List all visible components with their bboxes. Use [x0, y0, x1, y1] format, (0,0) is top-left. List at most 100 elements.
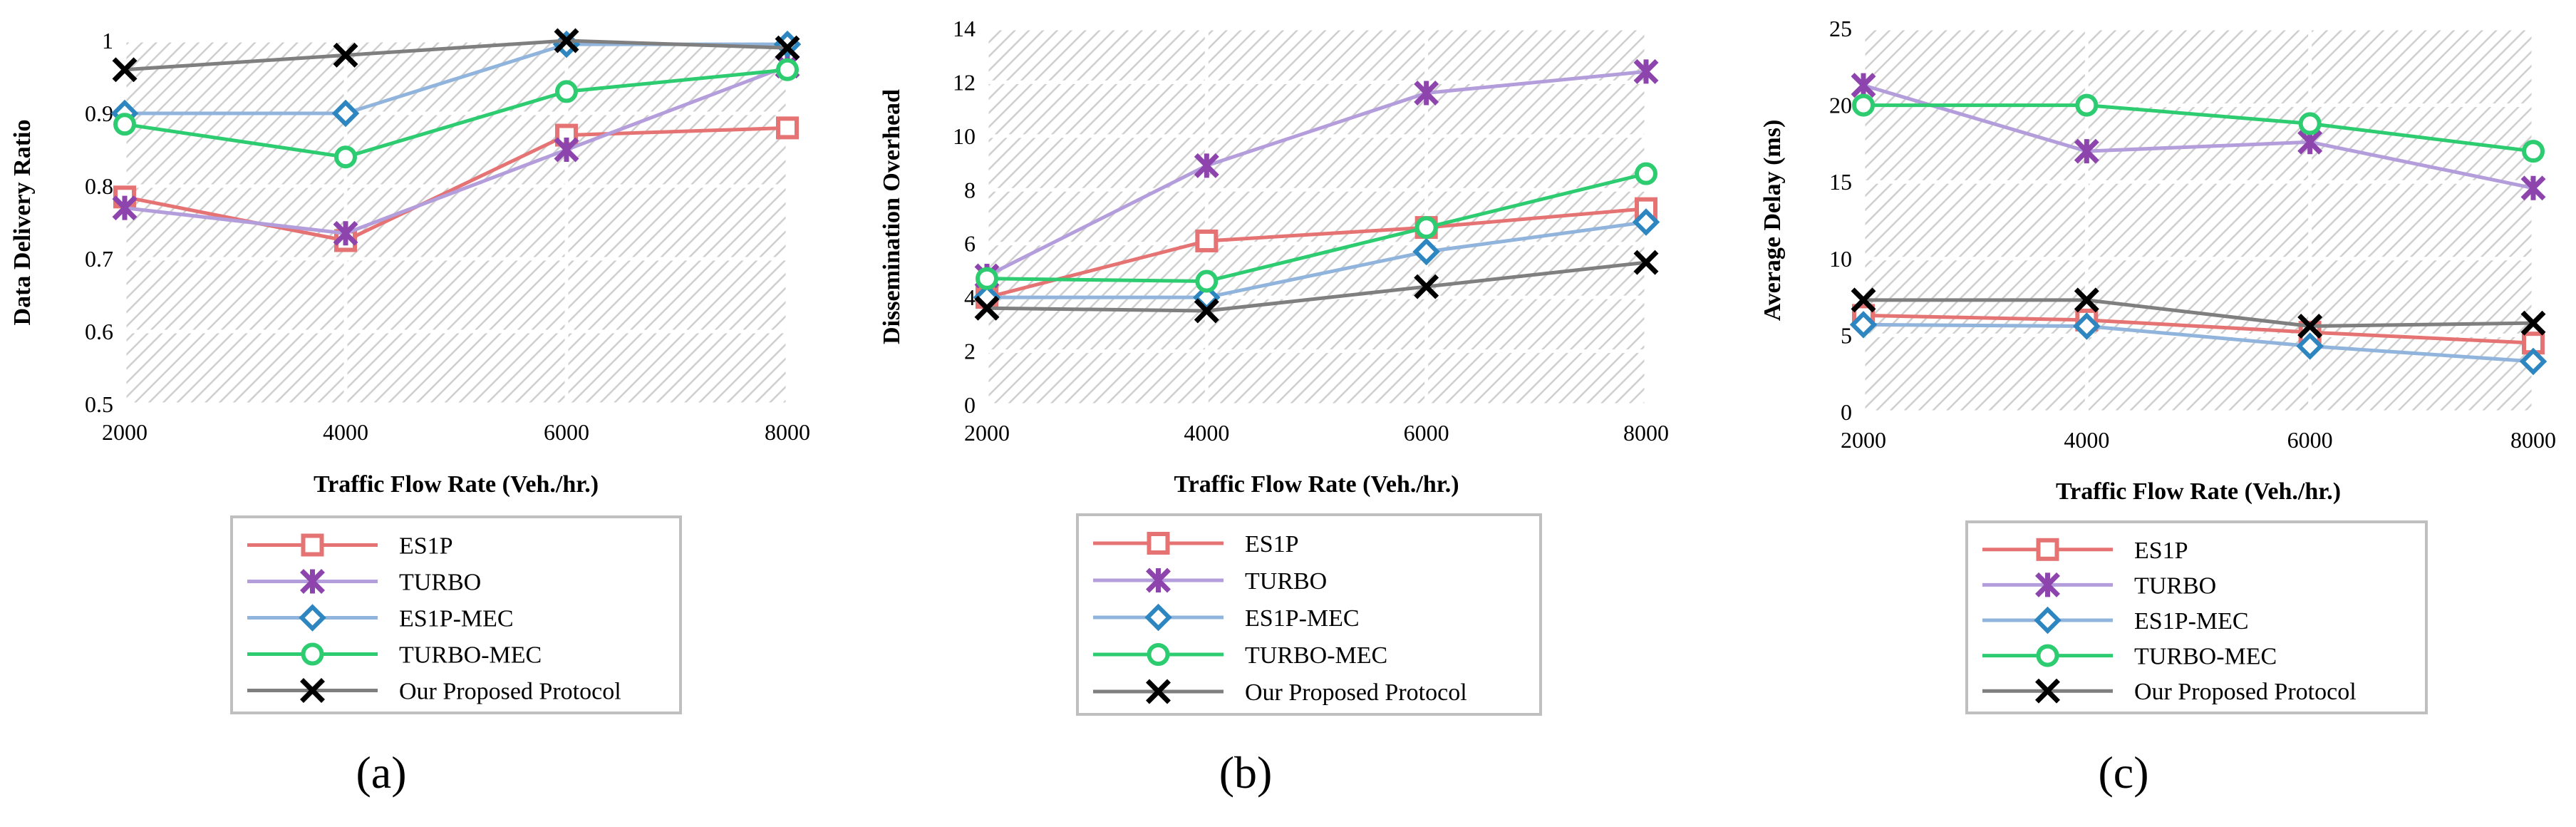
data-point — [776, 116, 799, 140]
legend-label: ES1P-MEC — [399, 606, 514, 632]
y-tick-label: 0 — [1841, 399, 1852, 425]
y-tick-label: 20 — [1829, 93, 1852, 118]
legend-marker — [300, 678, 325, 703]
data-point — [554, 137, 579, 163]
series-turbo-mec — [976, 162, 1657, 293]
y-tick-label: 0.8 — [85, 173, 113, 199]
y-tick-label: 1 — [102, 28, 113, 53]
data-point — [1852, 93, 1875, 117]
data-point — [1414, 81, 1439, 106]
data-point — [554, 28, 579, 53]
legend-marker — [2034, 606, 2062, 635]
series-line — [124, 64, 788, 235]
data-point — [112, 195, 138, 221]
series-line — [986, 69, 1647, 278]
y-tick-label: 25 — [1829, 16, 1852, 41]
legend: ES1P TURBO ES1P-MEC TURBO-MEC Our Proposed P… — [1965, 520, 2428, 714]
y-tick-label: 10 — [1829, 246, 1852, 272]
plot-area — [125, 41, 787, 404]
legend-label: ES1P — [399, 533, 453, 560]
data-point — [2522, 140, 2545, 163]
y-tick-label: 14 — [953, 16, 976, 41]
chart-panel-1: 0.5 0.6 0.7 0.8 0.9 1 2000 4000 6000 8000 Data Del… — [9, 28, 810, 798]
legend-label: Our Proposed Protocol — [2134, 679, 2357, 705]
x-tick-label: 4000 — [1184, 420, 1229, 446]
y-axis-label: Dissemination Overhead — [879, 89, 905, 344]
data-point — [333, 220, 358, 246]
data-point — [1414, 274, 1439, 299]
data-point — [1412, 237, 1440, 266]
legend-marker — [1146, 567, 1171, 593]
y-axis-label: Average Delay (ms) — [1759, 120, 1786, 322]
series-line — [1863, 83, 2534, 190]
y-tick-label: 6 — [964, 231, 976, 257]
y-tick-label: 5 — [1841, 322, 1852, 348]
x-tick-label: 6000 — [2287, 427, 2333, 453]
x-tick-label: 4000 — [323, 419, 368, 445]
data-point — [112, 57, 138, 83]
data-point — [2520, 310, 2546, 336]
chart-panel-2: 0 2 4 6 8 10 12 14 2000 4000 6000 8000 Dissemination… — [879, 16, 1669, 798]
series-line — [1863, 322, 2534, 364]
data-point — [2075, 93, 2099, 117]
x-tick-label: 2000 — [102, 419, 148, 445]
series-turbo-mec — [113, 58, 799, 169]
data-point — [1633, 58, 1659, 84]
series-line — [986, 172, 1647, 284]
series-our-proposed-protocol — [974, 250, 1659, 324]
data-point — [976, 267, 998, 290]
data-point — [331, 99, 360, 128]
data-point — [1194, 298, 1219, 324]
data-point — [1195, 269, 1219, 293]
legend-marker — [2036, 538, 2059, 561]
legend-marker — [301, 642, 324, 666]
y-tick-label: 0.5 — [85, 391, 113, 417]
data-point — [1849, 311, 1878, 339]
data-point — [2298, 112, 2322, 135]
x-axis-label: Traffic Flow Rate (Veh./hr.) — [2056, 478, 2341, 505]
series-line — [124, 38, 788, 72]
legend: ES1P TURBO ES1P-MEC TURBO-MEC Our Proposed P… — [230, 515, 682, 714]
x-tick-label: 6000 — [544, 419, 589, 445]
series-line — [986, 207, 1647, 299]
x-tick-label: 2000 — [964, 420, 1010, 446]
data-point — [1414, 216, 1438, 240]
data-point — [1632, 208, 1660, 236]
data-point — [2074, 287, 2099, 313]
series-our-proposed-protocol — [112, 28, 800, 83]
y-tick-label: 4 — [964, 284, 976, 310]
legend-label: TURBO — [2134, 572, 2216, 599]
series-line — [124, 125, 788, 243]
legend-label: Our Proposed Protocol — [399, 679, 621, 705]
panel-label: (b) — [1219, 747, 1273, 798]
y-tick-label: 15 — [1829, 169, 1852, 195]
series-line — [124, 68, 788, 159]
data-point — [334, 145, 357, 169]
series-es1p-mec — [1849, 311, 2547, 376]
data-point — [775, 35, 800, 61]
legend-marker — [1147, 532, 1170, 555]
series-line — [1863, 298, 2534, 328]
data-point — [2073, 312, 2101, 340]
legend-label: TURBO-MEC — [1245, 642, 1387, 669]
legend-marker — [301, 533, 324, 557]
x-tick-label: 8000 — [1623, 420, 1669, 446]
data-point — [1635, 162, 1657, 185]
x-tick-label: 8000 — [2510, 427, 2556, 453]
data-point — [2296, 332, 2324, 360]
x-tick-label: 4000 — [2064, 427, 2109, 453]
series-line — [1863, 103, 2534, 153]
data-point — [1194, 153, 1219, 178]
y-tick-label: 0 — [964, 392, 976, 418]
series-line — [987, 220, 1647, 299]
y-axis-label: Data Delivery Ratio — [9, 120, 36, 326]
y-tick-label: 8 — [964, 177, 976, 202]
series-turbo-mec — [1852, 93, 2545, 163]
x-axis-label: Traffic Flow Rate (Veh./hr.) — [314, 471, 599, 498]
panel-label: (c) — [2098, 747, 2148, 798]
legend-marker — [2035, 572, 2060, 597]
data-point — [2297, 314, 2323, 339]
legend-label: ES1P-MEC — [1245, 605, 1360, 632]
